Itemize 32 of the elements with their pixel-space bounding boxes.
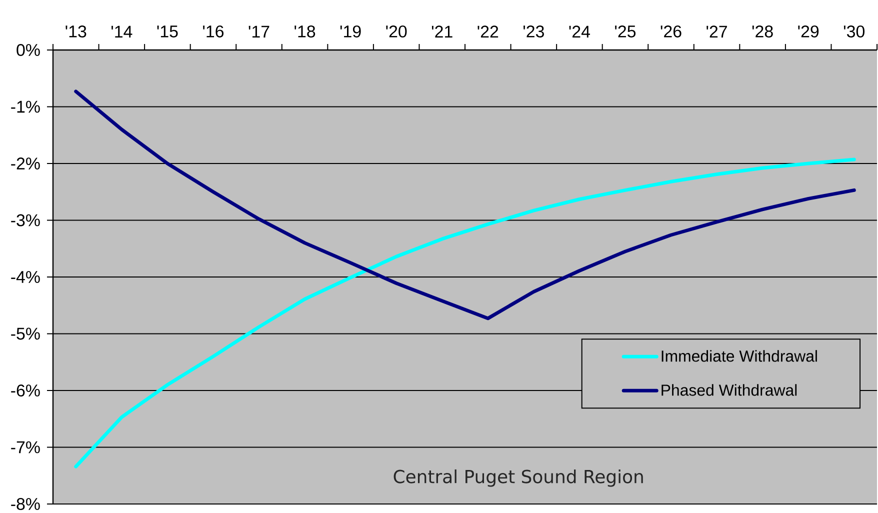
y-tick-label: -3% bbox=[11, 214, 40, 226]
x-tick-label: '17 bbox=[248, 26, 270, 38]
x-tick-label: '21 bbox=[432, 26, 452, 38]
y-tick-label: -2% bbox=[11, 158, 40, 170]
x-tick-label: '28 bbox=[752, 25, 773, 38]
legend-label: Phased Withdrawal bbox=[662, 384, 797, 396]
x-tick-label: '14 bbox=[111, 26, 132, 38]
x-tick-label: '26 bbox=[660, 25, 682, 38]
x-tick-label: '25 bbox=[615, 25, 636, 38]
legend-label: Immediate Withdrawal bbox=[662, 350, 817, 362]
y-tick-label: -7% bbox=[11, 441, 40, 454]
annotation: Central Puget Sound Region bbox=[394, 469, 643, 487]
y-tick-label: 0% bbox=[16, 44, 40, 56]
x-tick-label: '23 bbox=[523, 25, 544, 38]
y-tick-label: -5% bbox=[11, 328, 40, 340]
x-tick-label: '30 bbox=[844, 25, 864, 38]
y-tick-label: -1% bbox=[11, 100, 40, 113]
y-tick-label: -4% bbox=[11, 271, 40, 283]
x-tick-label: '16 bbox=[203, 25, 224, 38]
x-tick-label: '29 bbox=[798, 25, 819, 38]
x-tick-label: '27 bbox=[706, 26, 727, 38]
x-tick-label: '20 bbox=[386, 25, 407, 38]
x-tick-label: '22 bbox=[478, 26, 498, 38]
line-series bbox=[74, 158, 856, 468]
line-series bbox=[74, 90, 856, 320]
x-tick-label: '19 bbox=[340, 25, 361, 38]
x-tick-label: '15 bbox=[157, 26, 178, 38]
x-tick-label: '13 bbox=[66, 25, 86, 38]
y-tick-label: -8% bbox=[11, 498, 40, 510]
x-tick-label: '24 bbox=[569, 26, 590, 38]
x-tick-label: '18 bbox=[294, 25, 316, 38]
y-tick-label: -6% bbox=[11, 384, 40, 396]
